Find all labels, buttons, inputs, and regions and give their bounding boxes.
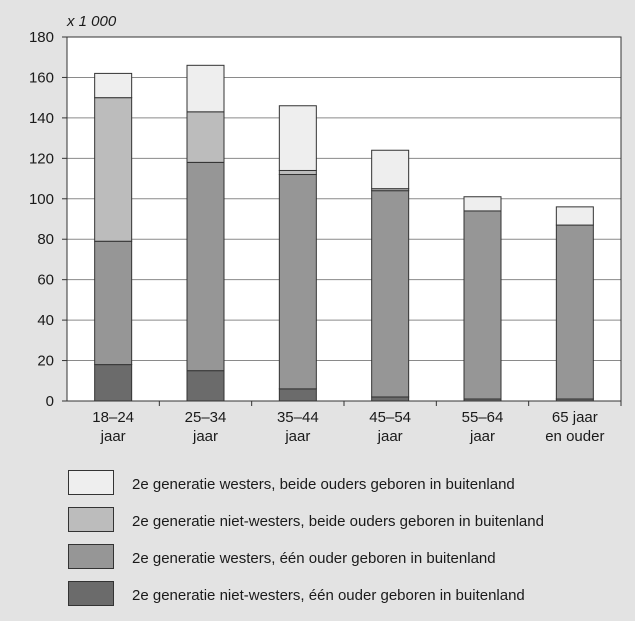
y-tick-label: 180 — [29, 29, 54, 46]
bars — [94, 64, 594, 402]
x-tick-label: 65 jaar — [552, 409, 598, 426]
y-tick-label: 60 — [37, 272, 54, 289]
x-tick-label: jaar — [469, 428, 495, 445]
y-tick-label: 20 — [37, 353, 54, 370]
x-tick-label: 18–24 — [92, 409, 134, 426]
legend-swatch — [68, 507, 114, 532]
bar-segment — [186, 111, 225, 163]
plot-area — [67, 37, 621, 401]
plot-frame — [66, 36, 622, 402]
y-tick-label: 40 — [37, 312, 54, 329]
legend-swatch — [68, 544, 114, 569]
x-tick-label: 25–34 — [185, 409, 227, 426]
chart-canvas: 0 20 40 60 80 100 120 140 160 180 18–24 jaar 25–34 ja… — [29, 13, 622, 445]
bar-segment — [371, 149, 410, 190]
legend-label: 2e generatie westers, beide ouders gebor… — [132, 476, 515, 493]
bar-segment — [278, 174, 317, 390]
y-tick-label: 80 — [37, 231, 54, 248]
bar-segment — [278, 388, 317, 402]
x-tick-label: jaar — [192, 428, 218, 445]
bar-segment — [186, 64, 225, 113]
bar-segment — [371, 396, 410, 402]
bar-segment — [463, 210, 502, 400]
x-tick-label: en ouder — [545, 428, 604, 445]
bar-segment — [278, 169, 317, 176]
bar-segment — [555, 206, 594, 226]
bar-segment — [555, 224, 594, 400]
x-tick-label: jaar — [284, 428, 310, 445]
x-tick-label: jaar — [100, 428, 126, 445]
axes: 0 20 40 60 80 100 120 140 160 180 18–24 jaar 25–34 ja… — [29, 29, 622, 445]
bar-segment — [94, 97, 133, 242]
x-tick-label: 55–64 — [462, 409, 504, 426]
y-unit-label: x 1 000 — [66, 13, 117, 30]
bar-segment — [186, 370, 225, 402]
bar-segment — [186, 161, 225, 372]
bar-segment — [371, 190, 410, 398]
bar-segment — [94, 72, 133, 99]
bar-segment — [94, 364, 133, 402]
x-tick-label: 35–44 — [277, 409, 319, 426]
legend-label: 2e generatie niet-westers, één ouder geb… — [132, 587, 525, 604]
legend-label: 2e generatie westers, één ouder geboren … — [132, 550, 496, 567]
legend-swatch — [68, 470, 114, 495]
legend-label: 2e generatie niet-westers, beide ouders … — [132, 513, 544, 530]
x-tick-label: jaar — [377, 428, 403, 445]
y-tick-label: 100 — [29, 191, 54, 208]
bar-segment — [94, 240, 133, 366]
y-tick-label: 160 — [29, 69, 54, 86]
x-tick-label: 45–54 — [369, 409, 411, 426]
y-tick-label: 140 — [29, 110, 54, 127]
y-tick-label: 0 — [46, 393, 54, 410]
y-tick-label: 120 — [29, 150, 54, 167]
gridlines — [67, 37, 621, 401]
bar-segment — [463, 196, 502, 212]
bar-segment — [278, 105, 317, 171]
legend-swatch — [68, 581, 114, 606]
